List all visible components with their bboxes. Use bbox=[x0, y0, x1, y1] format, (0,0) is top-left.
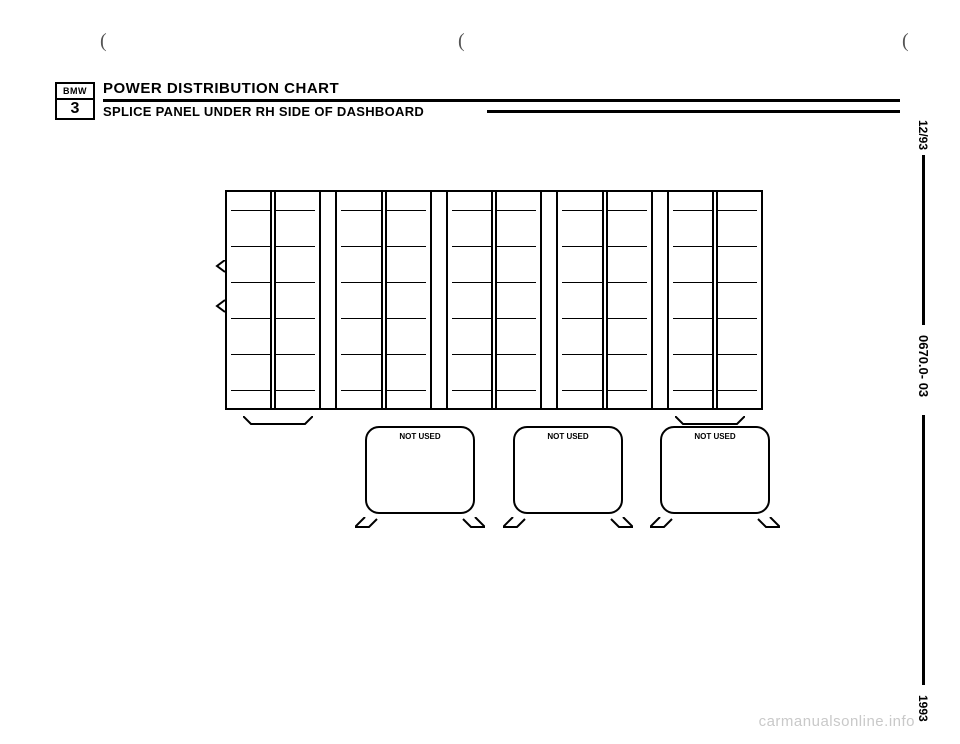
side-year: 1993 bbox=[916, 695, 930, 722]
panel-slot bbox=[542, 300, 556, 336]
panel-slot bbox=[653, 300, 667, 336]
panel-slot bbox=[432, 372, 446, 408]
panel-slot bbox=[432, 228, 446, 264]
panel-slot bbox=[542, 192, 556, 228]
relay-body: NOT USED bbox=[513, 426, 623, 514]
panel-slot bbox=[669, 228, 761, 264]
panel-slot bbox=[669, 300, 761, 336]
panel-slot bbox=[653, 264, 667, 300]
watermark: carmanualsonline.info bbox=[759, 713, 915, 730]
panel-slot bbox=[542, 336, 556, 372]
panel-slot bbox=[337, 264, 429, 300]
panel-slot bbox=[337, 372, 429, 408]
panel-slot bbox=[337, 336, 429, 372]
panel-slot bbox=[321, 192, 335, 228]
panel-slot bbox=[448, 192, 540, 228]
panel-slot bbox=[669, 192, 761, 228]
panel-slot bbox=[653, 192, 667, 228]
panel-slot bbox=[448, 336, 540, 372]
panel-slot bbox=[669, 336, 761, 372]
logo-top: BMW bbox=[57, 84, 93, 100]
panel-column bbox=[337, 192, 431, 408]
side-bar-bot bbox=[922, 415, 925, 685]
side-code: 0670.0- 03 bbox=[916, 335, 931, 397]
panel-slot bbox=[448, 300, 540, 336]
panel-slot bbox=[321, 372, 335, 408]
relay-label: NOT USED bbox=[367, 428, 473, 441]
panel-column bbox=[558, 192, 652, 408]
panel-slot bbox=[227, 300, 319, 336]
relay-body: NOT USED bbox=[660, 426, 770, 514]
page: ( ( ( BMW 3 POWER DISTRIBUTION CHART SPLIC… bbox=[0, 0, 960, 744]
relay-body: NOT USED bbox=[365, 426, 475, 514]
panel-slot bbox=[321, 264, 335, 300]
panel-slot bbox=[669, 264, 761, 300]
panel-slot bbox=[227, 372, 319, 408]
relay-box: NOT USED bbox=[650, 426, 780, 526]
panel-column bbox=[432, 192, 448, 408]
page-tick: ( bbox=[100, 30, 107, 53]
panel-slot bbox=[542, 264, 556, 300]
panel-slot bbox=[321, 300, 335, 336]
relay-label: NOT USED bbox=[662, 428, 768, 441]
diagram: NOT USEDNOT USEDNOT USED bbox=[225, 190, 763, 520]
panel-column bbox=[448, 192, 542, 408]
panel-slot bbox=[558, 192, 650, 228]
panel-slot bbox=[321, 336, 335, 372]
subtitle-rule bbox=[487, 110, 900, 113]
page-tick: ( bbox=[902, 30, 909, 53]
panel-slot bbox=[653, 336, 667, 372]
panel-slot bbox=[558, 264, 650, 300]
logo-bottom: 3 bbox=[57, 100, 93, 118]
panel-tab bbox=[675, 416, 745, 426]
panel-slot bbox=[227, 228, 319, 264]
panel-column bbox=[227, 192, 321, 408]
panel-slot bbox=[227, 336, 319, 372]
panel-slot bbox=[227, 192, 319, 228]
panel-slot bbox=[558, 372, 650, 408]
panel-column bbox=[669, 192, 761, 408]
panel-tab bbox=[243, 416, 313, 426]
side-date: 12/93 bbox=[916, 120, 930, 150]
panel-slot bbox=[432, 264, 446, 300]
panel-slot bbox=[337, 228, 429, 264]
panel-slot bbox=[337, 192, 429, 228]
panel-slot bbox=[448, 264, 540, 300]
side-bar-top bbox=[922, 155, 925, 325]
panel-slot bbox=[321, 228, 335, 264]
relay-foot bbox=[355, 516, 485, 528]
relay-label: NOT USED bbox=[515, 428, 621, 441]
panel-slot bbox=[448, 372, 540, 408]
panel-slot bbox=[558, 336, 650, 372]
page-tick: ( bbox=[458, 30, 465, 53]
panel-column bbox=[321, 192, 337, 408]
panel-column bbox=[542, 192, 558, 408]
panel-slot bbox=[542, 228, 556, 264]
relay-foot bbox=[650, 516, 780, 528]
panel-slot bbox=[448, 228, 540, 264]
relay-foot bbox=[503, 516, 633, 528]
panel-slot bbox=[337, 300, 429, 336]
bmw-logo: BMW 3 bbox=[55, 82, 95, 120]
relay-box: NOT USED bbox=[355, 426, 485, 526]
panel-slot bbox=[227, 264, 319, 300]
panel-slot bbox=[653, 372, 667, 408]
relay-box: NOT USED bbox=[503, 426, 633, 526]
title-rule bbox=[103, 99, 900, 102]
page-subtitle: SPLICE PANEL UNDER RH SIDE OF DASHBOARD bbox=[103, 104, 424, 119]
panel-slot bbox=[558, 300, 650, 336]
panel-slot bbox=[669, 372, 761, 408]
splice-panel bbox=[225, 190, 763, 410]
panel-slot bbox=[542, 372, 556, 408]
page-title: POWER DISTRIBUTION CHART bbox=[103, 80, 339, 97]
panel-slot bbox=[432, 192, 446, 228]
panel-slot bbox=[558, 228, 650, 264]
panel-column bbox=[653, 192, 669, 408]
panel-slot bbox=[432, 300, 446, 336]
panel-slot bbox=[653, 228, 667, 264]
panel-slot bbox=[432, 336, 446, 372]
